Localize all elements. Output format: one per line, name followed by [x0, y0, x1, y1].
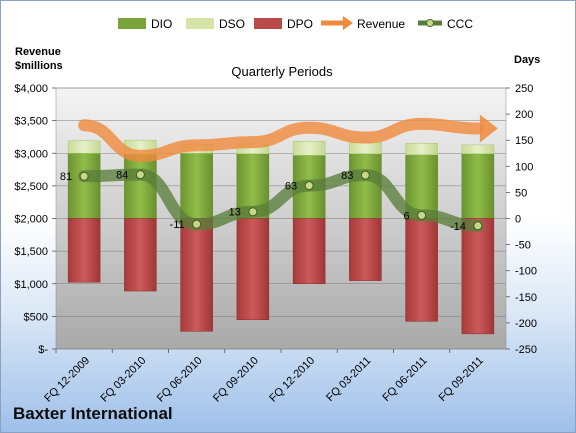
legend-label-dio: DIO — [151, 17, 172, 31]
right-tick-label: 150 — [515, 135, 533, 147]
right-tick-label: -250 — [515, 344, 537, 356]
dpo-bar — [405, 218, 438, 322]
lines: 81 84 -11 13 63 83 6 -14 — [60, 114, 498, 233]
left-tick-label: $2,000 — [14, 214, 48, 226]
ccc-marker — [417, 210, 427, 220]
legend-marker-ccc — [426, 19, 434, 27]
dpo-bar — [292, 218, 326, 284]
dso-bar — [349, 142, 382, 155]
dio-bar — [349, 153, 382, 219]
left-tick-label: $3,500 — [14, 116, 48, 128]
ccc-marker — [79, 171, 89, 181]
legend: DIO DSO DPO Revenue CCC — [118, 16, 473, 31]
company-name: Baxter International — [13, 404, 173, 423]
category-label: FQ 06-2010 — [155, 355, 205, 405]
dso-bar — [405, 143, 438, 156]
legend-label-dpo: DPO — [287, 17, 313, 31]
dio-bar — [180, 153, 213, 219]
ccc-marker — [192, 219, 202, 229]
ccc-marker — [304, 181, 314, 191]
ccc-data-label: 6 — [404, 210, 410, 222]
right-tick-label: 250 — [515, 83, 533, 95]
ccc-marker — [360, 170, 370, 180]
right-tick-label: 200 — [515, 109, 533, 121]
legend-arrow-revenue — [343, 16, 353, 30]
ccc-data-label: 84 — [116, 170, 128, 182]
ccc-marker — [248, 207, 258, 217]
left-tick-label: $4,000 — [14, 83, 48, 95]
left-axis-title-line-2: $millions — [15, 60, 63, 72]
left-axis-ticks: $- $500 $1,000 $1,500 $2,000 $2,500 $3,000 $3,5… — [14, 83, 56, 356]
dpo-bar — [124, 218, 157, 292]
left-tick-label: $- — [38, 344, 48, 356]
dpo-bar — [180, 218, 213, 332]
left-axis-title: Revenue $millions — [15, 46, 64, 72]
dpo-bar — [236, 218, 270, 321]
dso-bar — [461, 144, 495, 155]
ccc-data-label: 63 — [285, 181, 297, 193]
ccc-data-label: 13 — [229, 207, 241, 219]
ccc-data-label: 83 — [341, 170, 353, 182]
right-axis-ticks: -250 -200 -150 -100 -50 0 50 100 150 200 250 — [506, 83, 537, 356]
chart-title: Quarterly Periods — [231, 64, 333, 79]
right-tick-label: 50 — [515, 187, 527, 199]
ccc-marker — [135, 170, 145, 180]
legend-label-revenue: Revenue — [357, 17, 405, 31]
category-label: FQ 03-2010 — [99, 355, 149, 405]
ccc-line — [78, 168, 484, 232]
left-tick-label: $3,000 — [14, 148, 48, 160]
left-tick-label: $2,500 — [14, 181, 48, 193]
category-label: FQ 12-2010 — [267, 355, 317, 405]
dpo-bar — [349, 218, 382, 281]
left-tick-label: $1,500 — [14, 246, 48, 258]
category-label: FQ 12-2009 — [42, 355, 92, 405]
dso-bar — [67, 140, 101, 154]
category-label: FQ 09-2010 — [211, 355, 261, 405]
right-axis-title: Days — [514, 54, 540, 66]
ccc-data-label: 81 — [60, 171, 72, 183]
legend-label-ccc: CCC — [447, 17, 473, 31]
category-axis-ticks: FQ 12-2009 FQ 03-2010 FQ 06-2010 FQ 09-2010… — [42, 349, 486, 405]
right-tick-label: -100 — [515, 266, 537, 278]
dso-bar — [292, 140, 326, 156]
dpo-bar — [67, 218, 101, 283]
category-label: FQ 03-2011 — [324, 355, 373, 404]
left-tick-label: $500 — [24, 311, 48, 323]
left-axis-title-line-1: Revenue — [15, 46, 61, 58]
bars — [67, 139, 495, 335]
category-label: FQ 06-2011 — [380, 355, 429, 404]
dio-bar — [124, 154, 157, 219]
right-tick-label: 100 — [515, 161, 533, 173]
ccc-data-label: -14 — [450, 221, 466, 233]
dio-bar — [67, 153, 101, 219]
legend-swatch-dpo — [254, 18, 282, 29]
revenue-arrowhead — [479, 114, 498, 143]
right-tick-label: -200 — [515, 318, 537, 330]
left-tick-label: $1,000 — [14, 279, 48, 291]
legend-swatch-dio — [118, 18, 146, 29]
revenue-line — [78, 117, 484, 162]
ccc-marker — [473, 221, 483, 231]
right-tick-label: 0 — [515, 214, 521, 226]
right-tick-label: -50 — [515, 240, 531, 252]
category-label: FQ 09-2011 — [437, 355, 486, 404]
dpo-bar — [461, 218, 495, 335]
legend-swatch-dso — [186, 18, 214, 29]
ccc-data-label: -11 — [170, 219, 185, 231]
right-tick-label: -150 — [515, 292, 537, 304]
dio-bar — [461, 153, 495, 219]
legend-label-dso: DSO — [219, 17, 245, 31]
